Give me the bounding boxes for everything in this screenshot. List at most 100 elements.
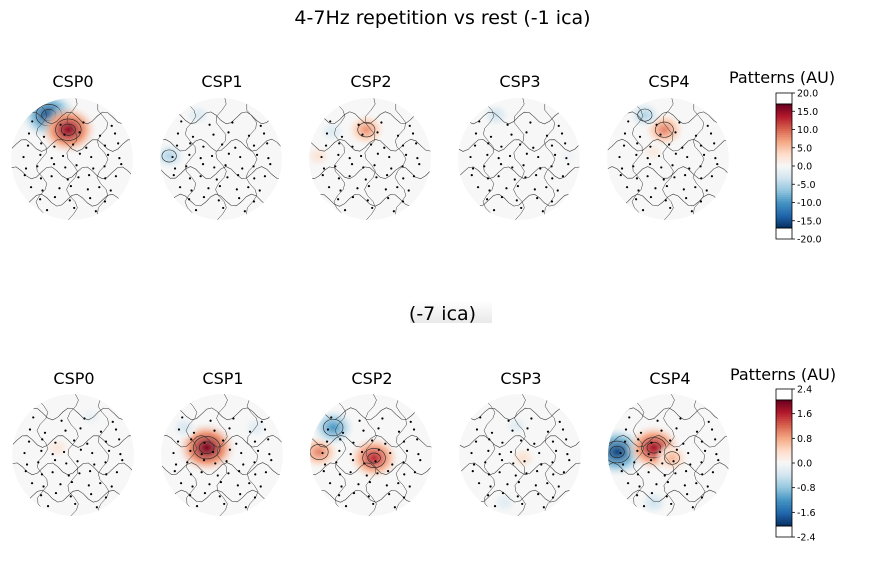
contour-line [334, 394, 347, 516]
colorbar-tick-label: -0.8 [797, 483, 816, 494]
pattern-blob [638, 489, 669, 516]
colorbar-segment [776, 414, 792, 418]
sensor-dot [186, 461, 189, 464]
sensor-dot [40, 473, 44, 476]
sensor-dot [500, 145, 503, 148]
sensor-dot [565, 438, 568, 441]
colorbar-segment [776, 456, 792, 460]
sensor-dot [498, 471, 501, 474]
sensor-dot [104, 496, 108, 499]
panel-title: CSP2 [350, 72, 392, 91]
sensor-dot [618, 155, 621, 159]
sensor-dot [372, 502, 375, 506]
colorbar-segment [776, 209, 792, 213]
sensor-dot [650, 491, 654, 495]
sensor-dot [226, 176, 229, 179]
sensor-dot [368, 480, 372, 484]
sensor-dot [661, 462, 664, 465]
sensor-dot [120, 163, 123, 166]
sensor-dot [325, 440, 329, 443]
colorbar-segment [776, 406, 792, 409]
colorbar-segment [776, 505, 792, 508]
sensor-dot [235, 188, 238, 191]
sensor-dot [74, 502, 77, 506]
figure-title-bottom: (-7 ica) [408, 303, 477, 325]
sensor-dot [349, 453, 352, 456]
sensor-dot [188, 177, 192, 180]
sensor-dot [671, 164, 674, 167]
sensor-dot [190, 438, 193, 441]
sensor-dot [77, 176, 80, 179]
sensor-dot [107, 449, 111, 452]
sensor-dot [194, 209, 198, 212]
colorbar-segment [776, 496, 792, 500]
sensor-dot [412, 175, 416, 178]
sensor-dot [195, 505, 199, 508]
sensor-dot [367, 184, 371, 188]
sensor-dot [65, 462, 68, 465]
sensor-dot [683, 484, 686, 487]
colorbar-segment [776, 454, 792, 458]
pattern-blob [491, 491, 518, 514]
contour-line [310, 434, 432, 448]
colorbar-segment [776, 201, 792, 204]
sensor-dot [533, 442, 536, 445]
colorbar-tick-label: 0.0 [797, 459, 812, 470]
sensor-dot [625, 186, 629, 189]
sensor-dot [200, 471, 203, 474]
panel-title: CSP3 [499, 72, 541, 91]
panel-title: CSP4 [648, 72, 690, 91]
sensor-dot [322, 470, 325, 473]
sensor-dot [558, 420, 561, 423]
sensor-dot [69, 495, 72, 498]
contour-line [309, 111, 431, 124]
sensor-dot [373, 164, 376, 167]
sensor-dot [177, 428, 181, 431]
sensor-dot [200, 453, 203, 456]
colorbar-segment [776, 116, 792, 120]
contour-line [483, 394, 496, 516]
sensor-dot [689, 463, 692, 466]
sensor-dot [227, 131, 230, 134]
topomap [160, 98, 282, 220]
colorbar-segment [776, 219, 792, 223]
colorbar-segment [776, 186, 792, 190]
sensor-dot [95, 506, 98, 509]
colorbar-segment [776, 421, 792, 424]
sensor-dot [71, 143, 75, 146]
sensor-dot [401, 200, 405, 203]
sensor-dot [533, 188, 536, 191]
colorbar-segment [776, 120, 792, 124]
sensor-dot [505, 187, 508, 190]
sensor-dot [94, 210, 97, 213]
pattern-blob [556, 146, 580, 166]
sensor-dot [40, 449, 43, 452]
sensor-dot [213, 429, 216, 432]
sensor-dot [707, 420, 710, 423]
sensor-dot [475, 428, 479, 431]
contour-line [664, 451, 680, 465]
sensor-dot [550, 144, 554, 147]
contour-line [608, 489, 730, 503]
sensor-dot [320, 155, 323, 159]
sensor-dot [473, 144, 477, 147]
sensor-dot [623, 132, 627, 135]
sensor-dot [263, 428, 267, 431]
colorbar-segment [776, 523, 792, 527]
sensor-dot [253, 440, 257, 443]
sensor-dot [359, 154, 363, 158]
colorbar-segment [776, 153, 792, 157]
colorbar-segment [776, 114, 792, 117]
sensor-dot [417, 453, 420, 456]
colorbar-extension [775, 525, 793, 538]
sensor-dot [469, 155, 472, 159]
sensor-dot [340, 135, 344, 138]
sensor-dot [542, 506, 545, 509]
contour-line [96, 98, 109, 220]
sensor-dot [66, 178, 69, 181]
sensor-dot [248, 482, 251, 485]
panel-title: CSP2 [351, 369, 393, 388]
sensor-dot [351, 195, 355, 199]
sensor-dot [46, 505, 50, 508]
sensor-dot [638, 485, 641, 488]
